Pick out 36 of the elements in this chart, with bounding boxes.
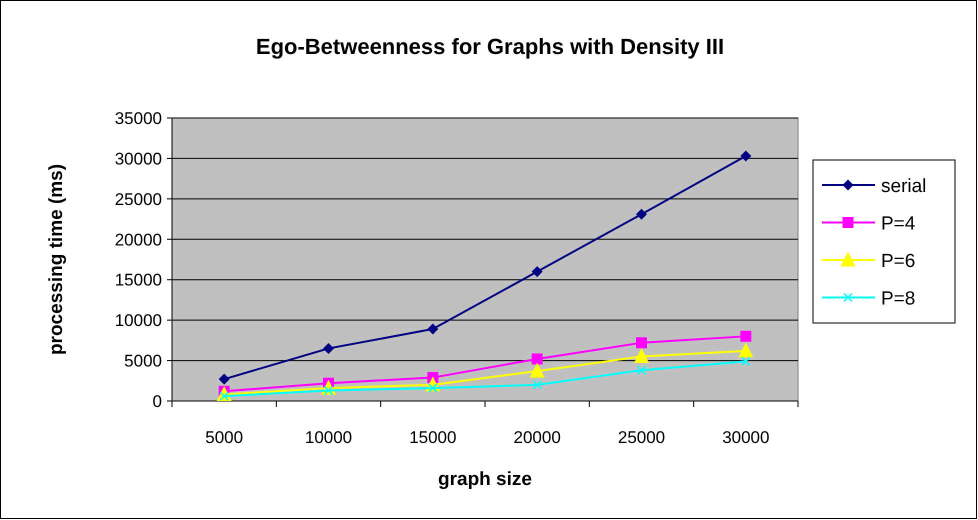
y-tick-label: 15000 [114, 270, 162, 290]
x-tick-label: 10000 [304, 428, 352, 447]
point [323, 342, 334, 354]
point [634, 348, 649, 364]
point [740, 330, 752, 342]
chart-title: Ego-Betweenness for Graphs with Density III [256, 34, 724, 59]
y-tick-label: 10000 [114, 311, 162, 330]
y-tick-label: 0 [152, 392, 162, 411]
x-tick-label: 5000 [205, 428, 244, 447]
point [218, 374, 230, 385]
point [532, 266, 543, 278]
x-tick-label: 25000 [618, 428, 666, 447]
point [532, 353, 543, 364]
point [532, 380, 542, 390]
y-axis-title: processing time (ms) [46, 164, 67, 356]
x-tick-label: 15000 [409, 428, 456, 447]
x-axis-title: graph size [438, 469, 532, 490]
legend-label: serial [881, 176, 926, 197]
y-tick-label: 5000 [124, 352, 162, 371]
x-tick-label: 30000 [722, 428, 770, 447]
point [636, 366, 646, 376]
point [636, 337, 647, 348]
x-tick-label: 20000 [514, 428, 561, 447]
point [740, 150, 752, 162]
point [738, 342, 754, 358]
legend-label: P=8 [881, 288, 916, 310]
y-tick-label: 30000 [114, 149, 162, 168]
legend-label: P=6 [881, 251, 916, 272]
point [636, 208, 647, 220]
y-tick-label: 25000 [114, 190, 162, 209]
point [741, 356, 751, 366]
y-tick-label: 35000 [114, 109, 162, 128]
point [427, 324, 438, 335]
point [530, 362, 545, 378]
y-tick-label: 20000 [114, 230, 162, 250]
legend-label: P=4 [881, 214, 916, 234]
